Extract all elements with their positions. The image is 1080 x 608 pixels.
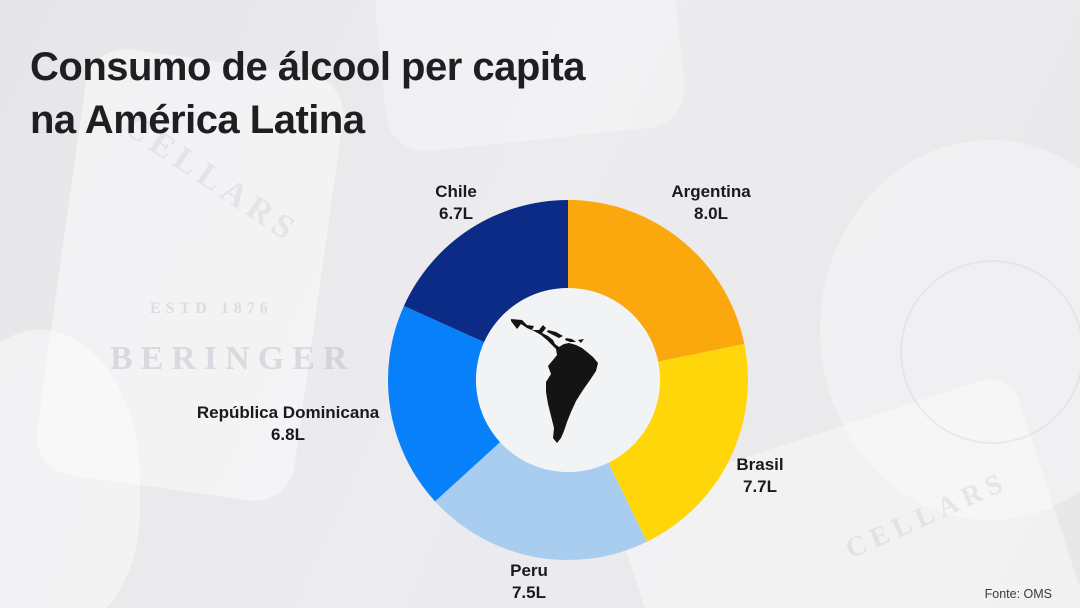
segment-country: Brasil: [736, 455, 784, 474]
segment-country: Peru: [510, 561, 548, 580]
segment-value: 6.8L: [270, 425, 306, 444]
segment-label-republica-dominicana: República Dominicana 6.8L: [197, 402, 379, 446]
segment-value: 6.7L: [438, 204, 474, 223]
donut-segment-republica-dominicana: [388, 305, 501, 502]
donut-segment-argentina: [568, 200, 745, 362]
donut-segment-peru: [435, 442, 647, 560]
donut-segment-brasil: [608, 344, 748, 542]
segment-label-argentina: Argentina 8.0L: [671, 181, 750, 225]
segment-value: 8.0L: [693, 204, 729, 223]
page-title: Consumo de álcool per capita na América …: [30, 44, 586, 142]
latin-america-map-icon: [511, 319, 598, 443]
segment-country: Argentina: [671, 182, 751, 201]
segment-value: 7.5L: [511, 583, 547, 602]
segment-label-brasil: Brasil 7.7L: [736, 454, 783, 498]
segment-value: 7.7L: [742, 477, 778, 496]
donut-segment-chile: [403, 200, 568, 343]
segment-country: Chile: [435, 182, 477, 201]
segment-label-peru: Peru 7.5L: [510, 560, 548, 604]
segment-country: República Dominicana: [196, 403, 380, 422]
donut-segments: [388, 200, 748, 560]
source-credit: Fonte: OMS: [984, 587, 1052, 601]
segment-label-chile: Chile 6.7L: [435, 181, 477, 225]
